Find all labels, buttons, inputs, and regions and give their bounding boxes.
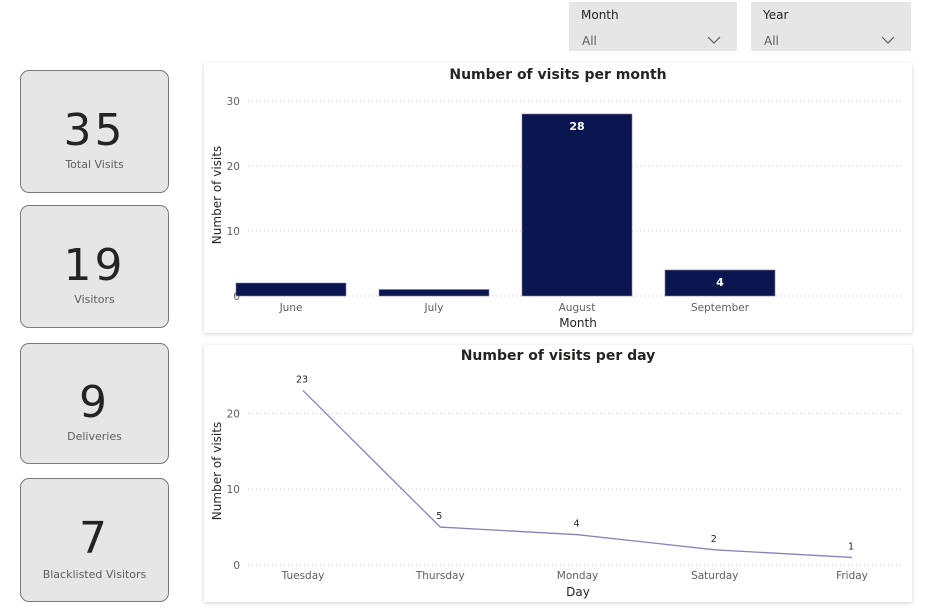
- year-slicer-label: Year: [763, 8, 789, 22]
- y-tick-label: 20: [227, 408, 240, 420]
- month-slicer-label: Month: [581, 8, 619, 22]
- x-tick-label: August: [559, 302, 596, 314]
- deliveries-label: Deliveries: [67, 430, 122, 443]
- y-tick-label: 10: [227, 484, 240, 496]
- blacklisted-visitors-value: 7: [79, 513, 110, 564]
- year-slicer-value[interactable]: All: [764, 34, 779, 48]
- x-axis-label: Day: [566, 585, 590, 599]
- bar-august[interactable]: [521, 113, 633, 297]
- visits-per-day-svg: Number of visits per day Day Number of v…: [210, 348, 904, 599]
- bar-data-label: 4: [716, 276, 724, 289]
- bar-july[interactable]: [378, 289, 490, 297]
- visits-per-month-chart: Number of visits per month Month Number …: [204, 63, 912, 333]
- total-visits-value: 35: [63, 105, 126, 156]
- total-visits-label: Total Visits: [65, 158, 124, 171]
- point-data-label: 4: [573, 519, 579, 530]
- bar-september[interactable]: [664, 269, 776, 297]
- x-tick-label: Thursday: [415, 570, 465, 582]
- visitors-card: 19 Visitors: [20, 205, 169, 328]
- y-tick-label: 0: [233, 560, 240, 572]
- point-data-label: 5: [436, 511, 442, 522]
- x-tick-label: July: [424, 302, 444, 314]
- blacklisted-visitors-label: Blacklisted Visitors: [42, 568, 147, 581]
- x-tick-label: June: [279, 302, 303, 314]
- y-axis-label: Number of visits: [210, 422, 224, 520]
- y-tick-label: 10: [227, 226, 240, 238]
- y-tick-label: 20: [227, 161, 240, 173]
- chart-title: Number of visits per day: [461, 348, 656, 364]
- y-tick-label: 30: [227, 96, 240, 108]
- visitors-label: Visitors: [74, 293, 115, 306]
- deliveries-value: 9: [79, 377, 110, 428]
- month-slicer-value[interactable]: All: [582, 34, 597, 48]
- chart-title: Number of visits per month: [449, 67, 666, 83]
- visits-per-day-line[interactable]: [302, 390, 853, 559]
- x-tick-label: Monday: [557, 570, 598, 582]
- month-slicer[interactable]: Month All: [569, 2, 737, 51]
- blacklisted-visitors-card: 7 Blacklisted Visitors: [20, 478, 169, 602]
- total-visits-card: 35 Total Visits: [20, 70, 169, 193]
- bar-data-label: 28: [569, 120, 584, 133]
- visits-per-month-svg: Number of visits per month Month Number …: [210, 67, 904, 330]
- visits-per-day-chart: Number of visits per day Day Number of v…: [204, 345, 912, 602]
- x-tick-label: Saturday: [691, 570, 738, 582]
- x-tick-label: Tuesday: [281, 570, 325, 582]
- y-axis-label: Number of visits: [210, 146, 224, 244]
- x-tick-label: Friday: [836, 570, 868, 582]
- bar-june[interactable]: [235, 282, 347, 297]
- chevron-down-icon[interactable]: [881, 36, 895, 44]
- year-slicer[interactable]: Year All: [751, 2, 911, 51]
- chevron-down-icon[interactable]: [707, 36, 721, 44]
- point-data-label: 2: [711, 534, 717, 545]
- point-data-label: 23: [296, 375, 308, 386]
- x-tick-label: September: [691, 302, 750, 314]
- x-axis-label: Month: [559, 316, 597, 330]
- point-data-label: 1: [848, 541, 854, 552]
- deliveries-card: 9 Deliveries: [20, 343, 169, 464]
- y-tick-label: 0: [233, 291, 240, 303]
- visitors-value: 19: [63, 240, 126, 291]
